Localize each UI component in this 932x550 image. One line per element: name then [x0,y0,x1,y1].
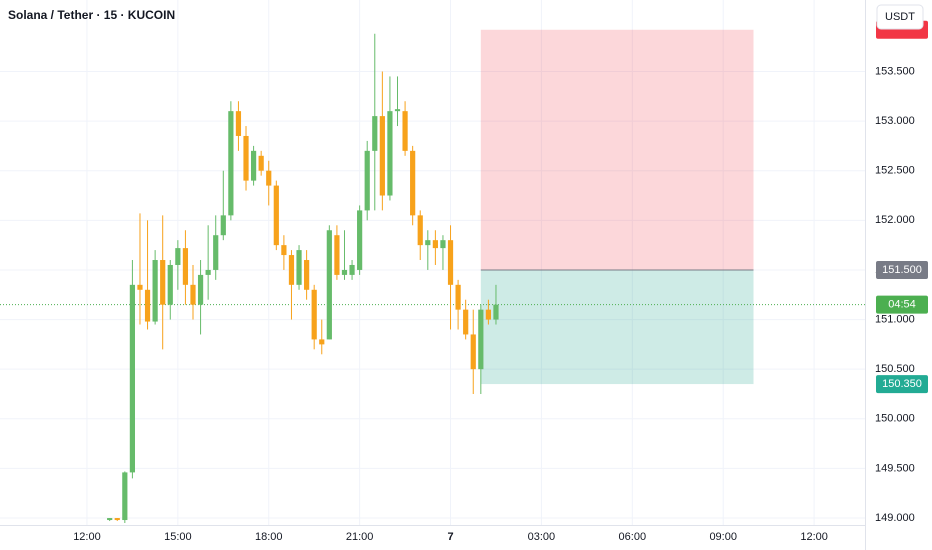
candle-body [296,250,302,285]
candle-body [243,135,249,181]
y-tick-label: 153.500 [875,65,915,77]
candle-body [114,518,120,521]
candle-body [129,284,136,473]
candle-body [182,248,189,285]
y-tick-label: 149.000 [875,512,915,524]
candle-body [205,269,211,275]
target-label: 150.350 [882,378,922,390]
candle-body [213,235,219,270]
candle-body [440,240,446,249]
candle-body [190,284,196,305]
candle-body [463,309,469,335]
candle-body [304,260,310,290]
target-tag [876,375,928,394]
candle-body [137,284,143,290]
candle-body [425,240,431,246]
y-tick-label: 150.000 [875,413,915,425]
candle-body [228,111,234,216]
candle-body [379,116,385,196]
candle-body [288,255,295,285]
x-tick-label: 12:00 [73,531,101,543]
y-tick-label: 150.500 [875,363,915,375]
candle-body [334,235,340,275]
entry-label: 151.500 [882,264,922,276]
candle-body [235,111,242,136]
candle-body [175,248,181,265]
candle-body [402,111,408,151]
candle-body [273,185,279,246]
currency-label: USDT [885,11,915,23]
x-tick-label: 15:00 [164,531,192,543]
y-tick-label: 152.500 [875,165,915,177]
candle-body [410,150,416,216]
candle-body [493,304,499,320]
y-tick-label: 151.000 [875,313,915,325]
candle-body [478,309,484,370]
stop-zone [480,29,754,270]
entry-tag [876,260,928,279]
y-tick-label: 149.500 [875,462,915,474]
candle-body [341,269,348,275]
x-tick-label: 7 [447,531,453,543]
last-price-tag [876,295,928,314]
candle-body [281,245,287,256]
candle-body [167,264,173,305]
candle-body [107,518,113,521]
candle-body [372,116,378,151]
candle-body [447,240,454,285]
candle-body [349,264,355,275]
candle-body [220,215,226,236]
candle-body [326,230,332,340]
x-tick-label: 12:00 [800,531,828,543]
target-zone [480,269,754,385]
candle-body [394,109,401,112]
candle-body [197,274,204,305]
candle-body [364,150,370,211]
currency-button[interactable] [876,4,924,30]
x-tick-label: 06:00 [619,531,647,543]
candle-body [266,170,272,186]
candle-body [417,215,423,246]
candle-body [470,334,476,370]
candle-body [432,240,438,249]
plot [0,29,865,524]
candle-body [319,339,325,345]
candle-body [258,155,264,171]
chart-title: Solana / Tether · 15 · KUCOIN [8,8,175,22]
candle-body [455,284,461,310]
candle-body [485,309,491,320]
x-tick-label: 21:00 [346,531,374,543]
candle-body [311,289,317,340]
candle-body [144,289,151,322]
x-tick-label: 09:00 [709,531,737,543]
candle-body [357,210,363,270]
countdown-label: 04:54 [888,299,916,311]
candle-body [122,472,128,521]
candle-body [152,260,158,322]
y-tick-label: 153.000 [875,115,915,127]
x-tick-label: 18:00 [255,531,283,543]
candle-body [250,150,257,181]
x-tick-label: 03:00 [528,531,556,543]
candle-body [160,260,166,305]
y-tick-label: 152.000 [875,214,915,226]
candle-body [387,111,393,196]
